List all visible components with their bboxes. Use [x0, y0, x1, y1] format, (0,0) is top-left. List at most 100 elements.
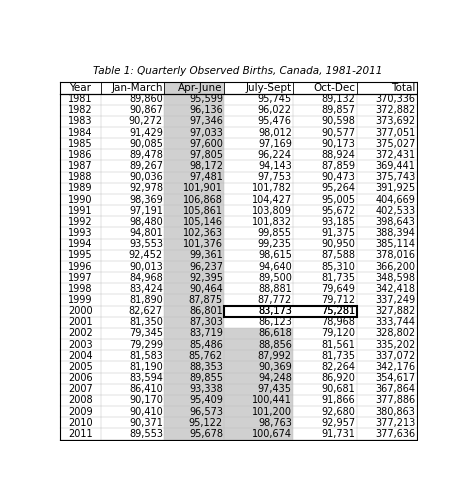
Text: 99,855: 99,855	[257, 228, 291, 238]
Text: 94,801: 94,801	[129, 228, 163, 238]
Text: 1997: 1997	[68, 273, 93, 283]
Text: 89,478: 89,478	[129, 150, 163, 160]
Text: 90,369: 90,369	[257, 362, 291, 372]
Text: 78,968: 78,968	[321, 317, 355, 327]
Text: 90,036: 90,036	[129, 172, 163, 182]
Text: 88,881: 88,881	[257, 284, 291, 294]
Text: 1990: 1990	[68, 194, 92, 204]
Text: 377,213: 377,213	[375, 418, 414, 428]
Text: 89,857: 89,857	[321, 105, 355, 115]
Text: 101,782: 101,782	[251, 184, 291, 193]
Text: 88,856: 88,856	[257, 340, 291, 350]
Text: 354,617: 354,617	[375, 373, 414, 383]
Text: 1987: 1987	[68, 161, 93, 171]
Text: 89,855: 89,855	[188, 373, 222, 383]
Text: 91,731: 91,731	[321, 429, 355, 439]
Text: 1985: 1985	[68, 139, 93, 149]
Bar	[164, 82, 224, 439]
Text: 1988: 1988	[68, 172, 92, 182]
Text: 90,598: 90,598	[321, 117, 355, 126]
Text: 75,281: 75,281	[321, 306, 355, 316]
Text: 92,395: 92,395	[188, 273, 222, 283]
Text: 372,882: 372,882	[375, 105, 414, 115]
Text: 378,016: 378,016	[375, 250, 414, 260]
Text: 98,763: 98,763	[257, 418, 291, 428]
Text: 2011: 2011	[68, 429, 93, 439]
Text: 86,123: 86,123	[257, 317, 291, 327]
Text: 328,802: 328,802	[375, 328, 414, 338]
Text: 88,353: 88,353	[188, 362, 222, 372]
Text: 89,132: 89,132	[321, 94, 355, 104]
Text: 89,267: 89,267	[129, 161, 163, 171]
Text: 404,669: 404,669	[375, 194, 414, 204]
Text: 97,805: 97,805	[188, 150, 222, 160]
Text: 90,950: 90,950	[321, 239, 355, 249]
Text: 90,681: 90,681	[321, 384, 355, 394]
Text: 402,533: 402,533	[375, 206, 414, 216]
Text: 103,809: 103,809	[251, 206, 291, 216]
Text: 90,867: 90,867	[129, 105, 163, 115]
Text: 81,735: 81,735	[321, 351, 355, 361]
Text: 95,409: 95,409	[188, 395, 222, 405]
Text: 85,310: 85,310	[321, 261, 355, 271]
Text: 81,561: 81,561	[321, 340, 355, 350]
Text: 1993: 1993	[68, 228, 92, 238]
Text: 372,431: 372,431	[375, 150, 414, 160]
Text: 89,500: 89,500	[257, 273, 291, 283]
Text: Table 1: Quarterly Observed Births, Canada, 1981-2011: Table 1: Quarterly Observed Births, Cana…	[93, 66, 382, 76]
Text: 101,200: 101,200	[251, 407, 291, 417]
Text: 2007: 2007	[68, 384, 93, 394]
Text: 84,968: 84,968	[129, 273, 163, 283]
Text: 98,480: 98,480	[129, 217, 163, 227]
Text: 83,594: 83,594	[129, 373, 163, 383]
Text: 2006: 2006	[68, 373, 93, 383]
Text: 93,338: 93,338	[189, 384, 222, 394]
Text: Jan-March: Jan-March	[111, 83, 163, 93]
Text: 337,249: 337,249	[375, 295, 414, 305]
Text: 87,588: 87,588	[321, 250, 355, 260]
Text: 79,299: 79,299	[129, 340, 163, 350]
Text: 94,640: 94,640	[257, 261, 291, 271]
Text: 79,712: 79,712	[321, 295, 355, 305]
Text: 1999: 1999	[68, 295, 92, 305]
Text: 81,735: 81,735	[321, 273, 355, 283]
Text: 102,363: 102,363	[182, 228, 222, 238]
Text: 1996: 1996	[68, 261, 92, 271]
Text: 86,410: 86,410	[129, 384, 163, 394]
Text: 83,173: 83,173	[257, 306, 291, 316]
Text: 89,553: 89,553	[129, 429, 163, 439]
Text: 90,272: 90,272	[129, 117, 163, 126]
Text: 92,680: 92,680	[321, 407, 355, 417]
Text: 367,864: 367,864	[375, 384, 414, 394]
Text: 101,832: 101,832	[251, 217, 291, 227]
Text: 97,169: 97,169	[257, 139, 291, 149]
Text: 97,346: 97,346	[188, 117, 222, 126]
Text: 81,190: 81,190	[129, 362, 163, 372]
Text: 87,303: 87,303	[188, 317, 222, 327]
Text: 97,481: 97,481	[188, 172, 222, 182]
Text: 91,375: 91,375	[321, 228, 355, 238]
Text: 335,202: 335,202	[375, 340, 414, 350]
Text: 2003: 2003	[68, 340, 93, 350]
Text: 1983: 1983	[68, 117, 92, 126]
Text: 388,394: 388,394	[375, 228, 414, 238]
Text: 95,678: 95,678	[188, 429, 222, 439]
Text: 88,924: 88,924	[321, 150, 355, 160]
Text: 90,371: 90,371	[129, 418, 163, 428]
Text: 373,692: 373,692	[375, 117, 414, 126]
Text: 95,745: 95,745	[257, 94, 291, 104]
Text: 96,136: 96,136	[189, 105, 222, 115]
Text: 96,022: 96,022	[257, 105, 291, 115]
Text: 2010: 2010	[68, 418, 93, 428]
Text: 333,744: 333,744	[375, 317, 414, 327]
Bar	[224, 328, 293, 439]
Text: 97,600: 97,600	[188, 139, 222, 149]
Text: 366,200: 366,200	[375, 261, 414, 271]
Text: 82,264: 82,264	[321, 362, 355, 372]
Text: 377,051: 377,051	[375, 127, 414, 137]
Text: 327,882: 327,882	[375, 306, 414, 316]
Text: 98,172: 98,172	[188, 161, 222, 171]
Text: 2000: 2000	[68, 306, 93, 316]
Text: 99,361: 99,361	[189, 250, 222, 260]
Text: 97,753: 97,753	[257, 172, 291, 182]
